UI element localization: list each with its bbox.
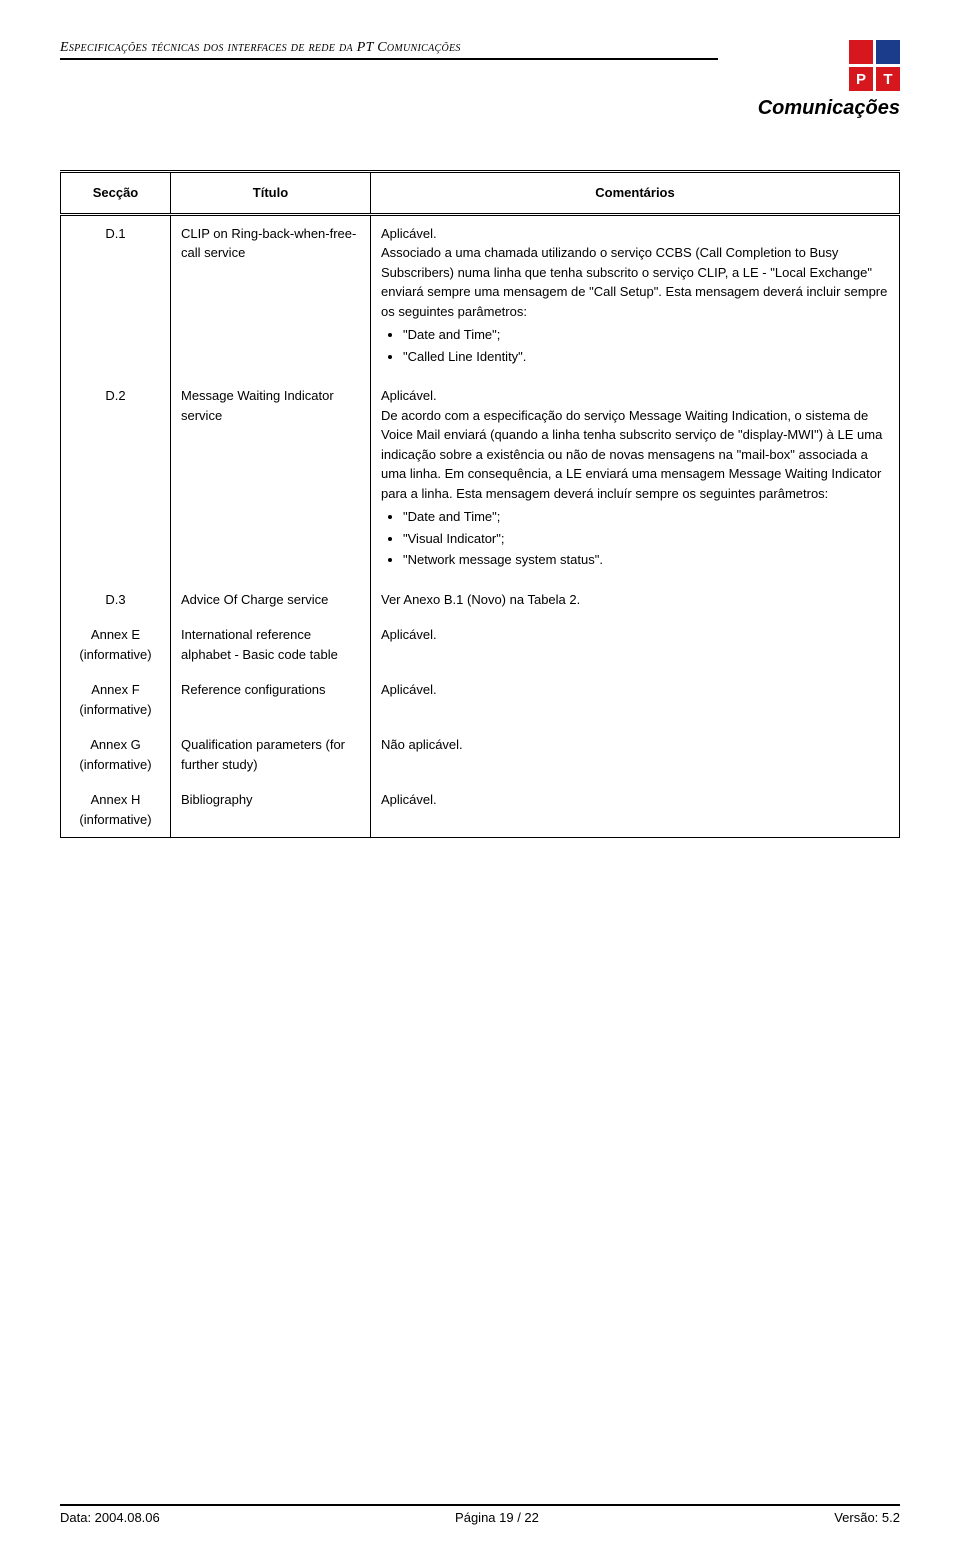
header-title: Especificações técnicas dos interfaces d… (60, 40, 718, 60)
cell-comentarios: Aplicável. Associado a uma chamada utili… (371, 214, 900, 378)
comment-intro: Aplicável. De acordo com a especificação… (381, 386, 889, 503)
table-row: Annex H (informative)Bibliography Aplicáv… (61, 782, 900, 838)
cell-comentarios: Ver Anexo B.1 (Novo) na Tabela 2. (371, 582, 900, 618)
footer-date: Data: 2004.08.06 (60, 1510, 160, 1525)
bullet-item: "Visual Indicator"; (403, 529, 889, 549)
cell-titulo: Advice Of Charge service (171, 582, 371, 618)
comment-plain: Aplicável. (381, 790, 889, 810)
table-row: D.2Message Waiting Indicator serviceApli… (61, 378, 900, 582)
cell-titulo: Qualification parameters (for further st… (171, 727, 371, 782)
logo-text: Comunicações (758, 97, 900, 120)
table-row: D.1CLIP on Ring-back-when-free-call serv… (61, 214, 900, 378)
logo-letter-t: T (876, 67, 900, 91)
cell-seccao: Annex F (informative) (61, 672, 171, 727)
pt-logo-icon: P T (849, 40, 900, 91)
bullet-item: "Network message system status". (403, 550, 889, 570)
cell-comentarios: Não aplicável. (371, 727, 900, 782)
bullet-item: "Date and Time"; (403, 325, 889, 345)
table-row: D.3Advice Of Charge service Ver Anexo B.1… (61, 582, 900, 618)
footer-version: Versão: 5.2 (834, 1510, 900, 1525)
table-row: Annex E (informative)International refer… (61, 617, 900, 672)
cell-seccao: D.2 (61, 378, 171, 582)
logo-square-blue (876, 40, 900, 64)
cell-titulo: CLIP on Ring-back-when-free-call service (171, 214, 371, 378)
cell-seccao: Annex G (informative) (61, 727, 171, 782)
page-footer: Data: 2004.08.06 Página 19 / 22 Versão: … (60, 1504, 900, 1525)
cell-comentarios: Aplicável. (371, 672, 900, 727)
logo-letter-p: P (849, 67, 873, 91)
bullet-item: "Date and Time"; (403, 507, 889, 527)
cell-titulo: Reference configurations (171, 672, 371, 727)
comment-bullets: "Date and Time";"Called Line Identity". (381, 325, 889, 366)
cell-comentarios: Aplicável. (371, 617, 900, 672)
comment-plain: Aplicável. (381, 625, 889, 645)
bullet-item: "Called Line Identity". (403, 347, 889, 367)
cell-seccao: Annex E (informative) (61, 617, 171, 672)
cell-seccao: Annex H (informative) (61, 782, 171, 838)
cell-comentarios: Aplicável. (371, 782, 900, 838)
comment-plain: Aplicável. (381, 680, 889, 700)
comment-plain: Não aplicável. (381, 735, 889, 755)
comment-intro: Aplicável. Associado a uma chamada utili… (381, 224, 889, 322)
table-header-row: Secção Título Comentários (61, 172, 900, 215)
footer-page: Página 19 / 22 (455, 1510, 539, 1525)
cell-seccao: D.1 (61, 214, 171, 378)
spec-table: Secção Título Comentários D.1CLIP on Rin… (60, 170, 900, 838)
logo-square-red (849, 40, 873, 64)
table-row: Annex F (informative)Reference configura… (61, 672, 900, 727)
comment-plain: Ver Anexo B.1 (Novo) na Tabela 2. (381, 590, 889, 610)
cell-seccao: D.3 (61, 582, 171, 618)
col-header-titulo: Título (171, 172, 371, 215)
page-header: Especificações técnicas dos interfaces d… (60, 40, 900, 120)
comment-bullets: "Date and Time";"Visual Indicator";"Netw… (381, 507, 889, 570)
cell-titulo: Message Waiting Indicator service (171, 378, 371, 582)
col-header-comentarios: Comentários (371, 172, 900, 215)
table-row: Annex G (informative)Qualification param… (61, 727, 900, 782)
col-header-seccao: Secção (61, 172, 171, 215)
cell-comentarios: Aplicável. De acordo com a especificação… (371, 378, 900, 582)
cell-titulo: Bibliography (171, 782, 371, 838)
brand-logo: P T Comunicações (758, 40, 900, 120)
cell-titulo: International reference alphabet - Basic… (171, 617, 371, 672)
